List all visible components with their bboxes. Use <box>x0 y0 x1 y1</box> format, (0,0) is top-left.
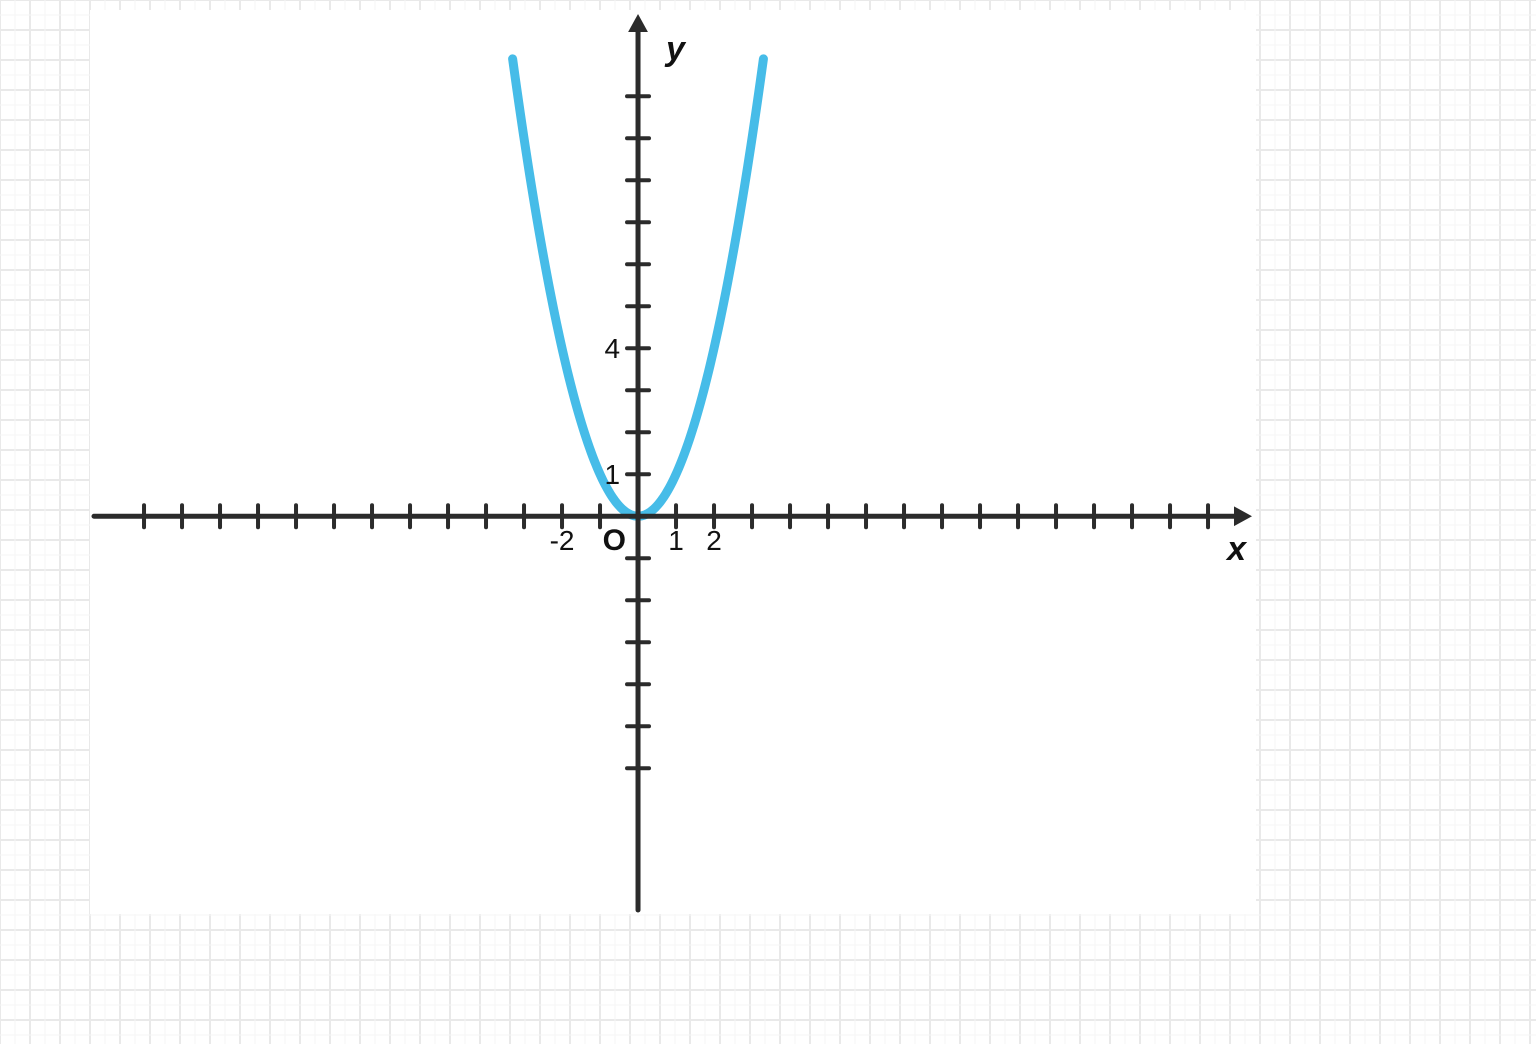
chart-root: yxO-21214 <box>0 0 1536 1044</box>
y-tick-label: 1 <box>604 459 620 490</box>
x-tick-label: 2 <box>706 525 722 556</box>
y-tick-label: 4 <box>604 333 620 364</box>
x-axis-label: x <box>1225 530 1248 568</box>
origin-label: O <box>603 524 626 557</box>
y-axis-label: y <box>664 30 687 68</box>
x-tick-label: -2 <box>550 525 575 556</box>
chart-svg: yxO-21214 <box>0 0 1536 1044</box>
x-tick-label: 1 <box>668 525 684 556</box>
plot-panel <box>90 10 1256 914</box>
